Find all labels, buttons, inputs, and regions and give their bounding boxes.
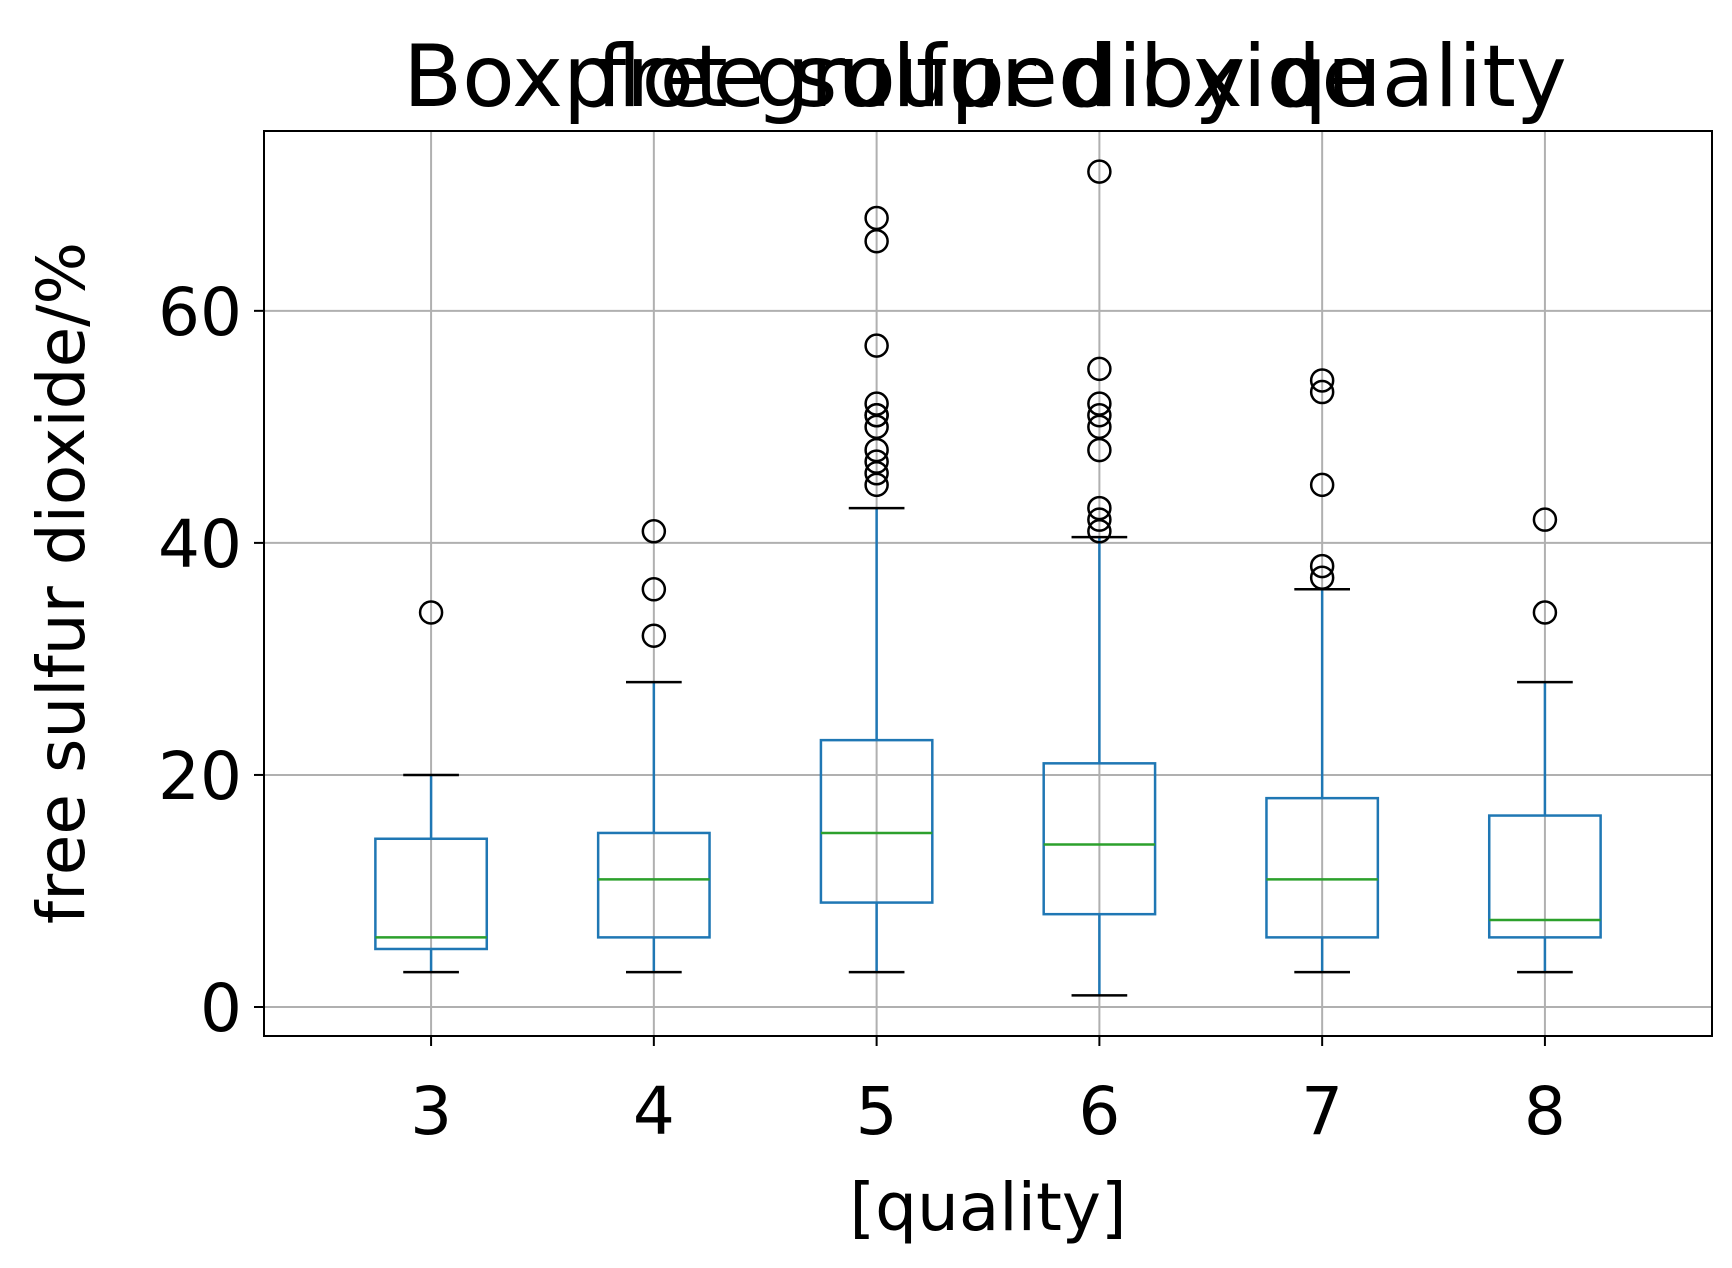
- box-group-quality-4: [596, 519, 711, 974]
- y-tick-label: 60: [158, 274, 242, 351]
- outlier-point: [641, 623, 667, 648]
- y-tick-label: 40: [158, 506, 242, 583]
- outlier-point: [1087, 391, 1112, 416]
- box-group-quality-8: [1487, 507, 1602, 974]
- outlier-point: [1532, 507, 1558, 532]
- y-tick-label: 20: [158, 738, 242, 815]
- outlier-point: [1087, 403, 1112, 428]
- iqr-box: [1265, 796, 1380, 939]
- x-tick-label: 5: [856, 1073, 898, 1150]
- outlier-point: [1309, 553, 1335, 579]
- outlier-point: [1309, 379, 1335, 405]
- box-series: [374, 159, 1602, 997]
- outlier-point: [864, 449, 889, 474]
- x-tick-label: 3: [410, 1073, 452, 1150]
- box-group-quality-7: [1265, 368, 1380, 974]
- outlier-point: [641, 519, 667, 544]
- x-axis-label: [quality]: [849, 1169, 1126, 1246]
- box-group-quality-5: [819, 205, 934, 974]
- outlier-point: [1087, 507, 1112, 532]
- plot-area-frame: [263, 130, 1713, 1037]
- x-tick-label: 7: [1301, 1073, 1343, 1150]
- iqr-box: [819, 738, 934, 904]
- outlier-point: [641, 577, 667, 602]
- iqr-box: [1487, 814, 1602, 939]
- outlier-point: [864, 391, 889, 416]
- outlier-point: [1309, 472, 1335, 498]
- x-axis-ticks: 3 4 5 6 7 8: [410, 1036, 1566, 1150]
- y-axis-ticks: 0 20 40 60: [158, 274, 264, 1047]
- x-tick-label: 6: [1078, 1073, 1120, 1150]
- outlier-point: [1087, 495, 1112, 521]
- outlier-point: [1309, 368, 1335, 393]
- y-tick-label: 0: [200, 970, 242, 1047]
- chart-title: free sulfur dioxide: [596, 27, 1374, 127]
- outlier-point: [1532, 600, 1558, 625]
- outlier-point: [864, 205, 889, 231]
- outlier-point: [864, 333, 889, 358]
- x-tick-label: 8: [1524, 1073, 1566, 1150]
- outlier-point: [1087, 159, 1112, 184]
- y-axis-label: free sulfur dioxide/%: [23, 242, 100, 924]
- suptitle: Boxplot grouped by quality: [403, 27, 1567, 127]
- box-group-quality-3: [374, 600, 489, 974]
- outlier-point: [418, 600, 444, 625]
- iqr-box: [374, 837, 489, 951]
- grid-lines: [264, 131, 1712, 1036]
- x-tick-label: 4: [633, 1073, 675, 1150]
- outlier-point: [1087, 356, 1112, 382]
- outlier-point: [1309, 565, 1335, 590]
- outlier-point: [864, 403, 889, 428]
- box-group-quality-6: [1042, 159, 1157, 997]
- iqr-box: [596, 831, 711, 939]
- iqr-box: [1042, 762, 1157, 916]
